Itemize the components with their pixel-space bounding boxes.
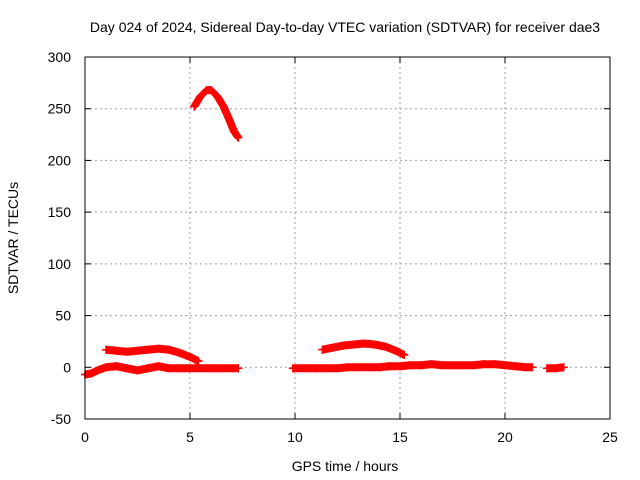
- data-point: [400, 350, 409, 359]
- x-tick-label: 25: [602, 429, 618, 445]
- y-tick-label: 150: [48, 204, 72, 220]
- x-axis-label: GPS time / hours: [292, 458, 399, 474]
- data-point: [318, 345, 327, 354]
- data-points: [81, 86, 568, 379]
- data-point: [207, 86, 215, 95]
- data-point: [234, 133, 243, 142]
- x-tick-label: 5: [186, 429, 194, 445]
- series-arc-e: [318, 339, 409, 359]
- y-tick-label: 0: [63, 359, 71, 375]
- data-point: [333, 364, 341, 373]
- x-tick-label: 20: [497, 429, 513, 445]
- data-point: [322, 364, 331, 373]
- data-point: [165, 364, 173, 373]
- data-point: [234, 364, 243, 373]
- data-point: [133, 366, 142, 375]
- data-point: [364, 363, 373, 372]
- data-point: [354, 363, 362, 372]
- data-point: [427, 360, 436, 369]
- data-point: [219, 102, 228, 111]
- y-tick-label: 100: [48, 256, 72, 272]
- chart-title: Day 024 of 2024, Sidereal Day-to-day VTE…: [90, 19, 600, 35]
- data-point: [230, 127, 239, 136]
- series-arc-c: [190, 86, 243, 142]
- data-point: [448, 361, 457, 370]
- data-point: [559, 363, 568, 372]
- series-arc-a: [81, 362, 243, 379]
- data-point: [102, 363, 110, 372]
- y-tick-label: -50: [51, 411, 71, 427]
- data-point: [501, 361, 509, 370]
- x-tick-label: 10: [287, 429, 303, 445]
- data-point: [551, 364, 560, 373]
- x-tick-label: 15: [392, 429, 408, 445]
- data-point: [288, 364, 297, 373]
- data-point: [190, 102, 199, 111]
- data-point: [144, 364, 152, 373]
- y-tick-label: 250: [48, 101, 72, 117]
- marker-band: [81, 362, 243, 379]
- data-point: [469, 361, 478, 370]
- data-point: [225, 117, 234, 126]
- data-point: [438, 361, 446, 370]
- data-point: [301, 364, 310, 373]
- data-point: [112, 362, 121, 371]
- data-point: [375, 363, 383, 372]
- data-point: [490, 360, 499, 369]
- series-arc-d: [288, 360, 537, 373]
- data-point: [186, 352, 194, 361]
- y-axis-label: SDTVAR / TECUs: [5, 182, 21, 294]
- data-point: [349, 340, 358, 349]
- data-point: [406, 361, 415, 370]
- series-arc-b: [102, 344, 203, 366]
- data-point: [175, 364, 184, 373]
- data-point: [175, 348, 184, 357]
- data-point: [144, 345, 152, 354]
- data-point: [343, 363, 352, 372]
- data-point: [528, 363, 537, 372]
- data-point: [165, 345, 173, 354]
- series-arc-f: [543, 363, 568, 373]
- data-point: [396, 362, 404, 371]
- data-point: [196, 364, 205, 373]
- data-point: [381, 342, 390, 351]
- data-point: [194, 357, 203, 366]
- data-point: [385, 362, 394, 371]
- data-point: [312, 364, 320, 373]
- data-point: [480, 360, 488, 369]
- data-point: [196, 92, 205, 101]
- data-point: [339, 341, 348, 350]
- x-tick-label: 0: [81, 429, 89, 445]
- data-point: [217, 364, 226, 373]
- y-tick-label: 300: [48, 49, 72, 65]
- data-point: [213, 92, 222, 101]
- data-point: [87, 369, 96, 378]
- data-point: [391, 346, 400, 355]
- data-point: [186, 364, 194, 373]
- data-point: [102, 345, 110, 354]
- data-point: [93, 366, 102, 375]
- plot-frame: [84, 56, 611, 420]
- data-point: [543, 364, 551, 373]
- data-point: [154, 362, 163, 371]
- data-point: [360, 339, 369, 348]
- data-point: [133, 346, 142, 355]
- marker-band: [318, 339, 409, 359]
- data-point: [370, 340, 379, 349]
- data-point: [511, 362, 520, 371]
- data-point: [123, 364, 131, 373]
- data-point: [328, 343, 337, 352]
- data-point: [123, 347, 131, 356]
- y-tick-label: 200: [48, 152, 72, 168]
- data-point: [112, 346, 121, 355]
- data-point: [154, 344, 163, 353]
- y-tick-label: 50: [55, 308, 71, 324]
- axis-ticks: 0 5 10 15 20 25 -50 0 50 100 150 200 250 300: [48, 49, 618, 445]
- data-point: [417, 361, 425, 370]
- data-point: [207, 364, 215, 373]
- data-point: [459, 361, 467, 370]
